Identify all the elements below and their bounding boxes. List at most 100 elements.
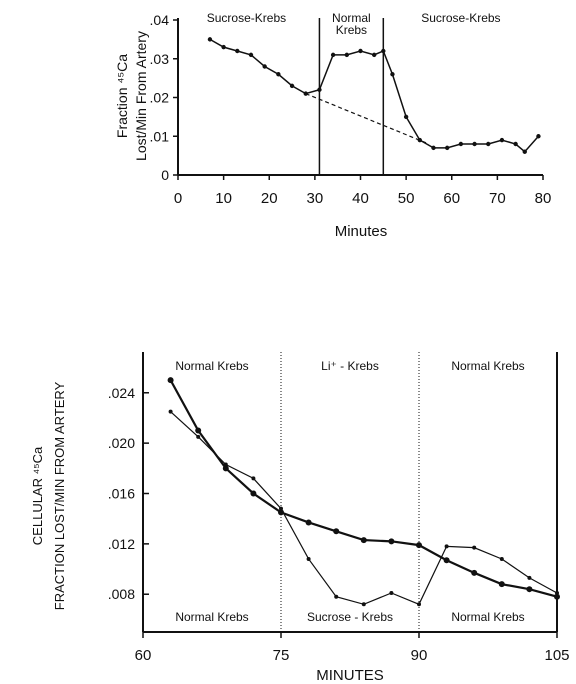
top-chart: 0 10 20 30 40 50 60 70 80 0 .01 .02 .03 .04 Sucrose-K… <box>114 11 551 240</box>
bottom-y-axis-label-line1: CELLULAR ⁴⁵Ca <box>30 446 45 545</box>
bottom-thick-data-point <box>471 569 478 576</box>
top-data-point <box>221 44 226 50</box>
top-x-tick-label: 20 <box>261 190 278 207</box>
bottom-x-tick-label: 60 <box>135 647 152 664</box>
top-data-point <box>417 137 423 143</box>
top-data-point <box>381 48 386 54</box>
top-data-point <box>289 83 295 89</box>
bottom-thin-data-point <box>334 594 339 599</box>
bottom-thin-data-point <box>279 506 283 511</box>
bottom-thick-data-point <box>333 528 340 535</box>
bottom-y-tick-label: .008 <box>108 586 135 602</box>
top-region-label: Sucrose-Krebs <box>207 11 286 25</box>
bottom-region-label-bottom: Normal Krebs <box>175 610 248 624</box>
bottom-y-tick-label: .012 <box>108 536 135 552</box>
top-x-tick-label: 40 <box>352 190 369 207</box>
top-region-label: Sucrose-Krebs <box>421 11 500 25</box>
top-x-tick-label: 80 <box>535 190 552 207</box>
top-data-point <box>431 145 436 151</box>
top-data-point <box>536 134 541 139</box>
bottom-thick-data-point <box>388 538 395 545</box>
top-y-axis-label-line1: Fraction ⁴⁵Ca <box>114 54 130 138</box>
top-data-point <box>358 48 363 54</box>
top-data-point <box>276 72 281 77</box>
top-y-tick-label: .03 <box>150 51 170 67</box>
top-data-point <box>330 52 336 58</box>
bottom-y-axis-label-line2: FRACTION LOST/MIN FROM ARTERY <box>52 381 67 610</box>
bottom-thick-data-point <box>167 377 174 384</box>
bottom-series-thick-line <box>169 379 558 598</box>
top-x-axis-label: Minutes <box>335 223 388 240</box>
bottom-region-label-top: Normal Krebs <box>451 359 524 373</box>
top-data-point <box>522 149 527 154</box>
top-data-point <box>248 52 254 58</box>
top-data-point <box>458 141 464 147</box>
top-x-tick-label: 60 <box>443 190 460 207</box>
top-region-label: Normal <box>332 11 371 25</box>
bottom-thin-data-point <box>361 602 366 607</box>
bottom-thick-data-point <box>443 557 450 564</box>
bottom-region-label-bottom: Normal Krebs <box>451 610 524 624</box>
bottom-thin-data-point <box>223 462 228 467</box>
top-data-point <box>472 141 477 147</box>
top-x-tick-label: 50 <box>398 190 415 207</box>
top-region-label: Krebs <box>336 23 367 37</box>
top-data-point <box>207 37 213 42</box>
top-data-point <box>390 72 395 77</box>
bottom-region-label-bottom: Sucrose - Krebs <box>307 610 393 624</box>
bottom-thick-data-point <box>526 586 533 593</box>
top-x-tick-label: 70 <box>489 190 506 207</box>
bottom-y-tick-label: .024 <box>108 385 135 401</box>
bottom-thin-data-point <box>168 409 173 414</box>
bottom-thin-data-point <box>555 590 559 595</box>
bottom-series-thin-line <box>170 411 558 606</box>
bottom-thin-data-point <box>196 434 201 439</box>
bottom-thin-data-point <box>499 556 504 561</box>
top-x-tick-label: 30 <box>307 190 324 207</box>
top-x-tick-label: 0 <box>174 190 182 207</box>
bottom-thick-data-point <box>250 490 257 497</box>
bottom-chart: 60 75 90 105 .008 .012 .016 .020 .024 Normal Kre… <box>30 352 570 684</box>
bottom-thick-data-point <box>222 465 229 472</box>
top-data-point <box>403 114 409 120</box>
bottom-x-tick-label: 75 <box>273 647 290 664</box>
bottom-x-axis-label: MINUTES <box>316 667 384 684</box>
bottom-thick-data-point <box>498 581 505 588</box>
bottom-thick-data-point <box>305 519 312 526</box>
top-data-point <box>235 48 240 54</box>
top-baseline-extrapolation <box>305 93 430 145</box>
top-y-tick-label: .04 <box>150 12 170 28</box>
bottom-region-label-top: Li⁺ - Krebs <box>321 359 379 373</box>
bottom-region-label-top: Normal Krebs <box>175 359 248 373</box>
bottom-thin-data-point <box>527 575 532 580</box>
top-data-point <box>262 64 267 69</box>
top-y-tick-label: 0 <box>161 167 169 183</box>
bottom-thick-data-point <box>554 593 560 600</box>
bottom-thin-data-point <box>417 602 421 607</box>
bottom-thin-data-point <box>444 544 449 549</box>
top-data-point <box>371 52 377 58</box>
bottom-x-tick-label: 105 <box>544 647 569 664</box>
bottom-x-tick-label: 90 <box>411 647 428 664</box>
top-data-point <box>344 52 350 58</box>
top-series-line <box>209 38 539 153</box>
bottom-thin-data-point <box>389 590 394 595</box>
bottom-thin-data-point <box>472 545 477 550</box>
top-y-tick-label: .02 <box>150 90 170 106</box>
top-data-point <box>513 141 518 147</box>
bottom-thick-data-point <box>195 427 202 434</box>
top-data-point <box>486 141 491 147</box>
top-y-axis-label-line2: Lost/Min From Artery <box>133 31 149 161</box>
bottom-thin-data-point <box>306 556 311 561</box>
top-y-tick-label: .01 <box>150 128 170 144</box>
bottom-thick-data-point <box>416 542 422 549</box>
top-data-point <box>317 87 322 92</box>
bottom-y-tick-label: .020 <box>108 435 135 451</box>
top-x-tick-label: 10 <box>215 190 232 207</box>
top-data-point <box>444 145 450 151</box>
top-data-point <box>499 137 505 143</box>
bottom-y-tick-label: .016 <box>108 486 135 502</box>
bottom-thick-data-point <box>360 537 367 544</box>
bottom-thin-data-point <box>251 476 256 481</box>
